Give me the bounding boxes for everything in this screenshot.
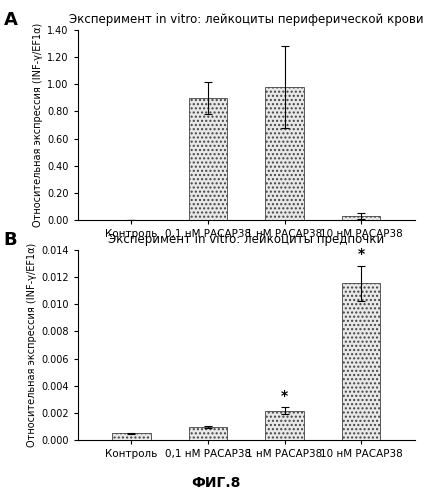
Title: Эксперимент in vitro: лейкоциты периферической крови: Эксперимент in vitro: лейкоциты перифери…	[69, 13, 423, 26]
Bar	[342, 216, 380, 220]
Y-axis label: Относительная экспрессия (INF-γ/EF1α): Относительная экспрессия (INF-γ/EF1α)	[27, 243, 37, 447]
Bar	[189, 98, 227, 220]
Text: *: *	[358, 247, 365, 261]
Text: ФИГ.8: ФИГ.8	[191, 476, 241, 490]
Text: *: *	[281, 388, 288, 402]
Text: A: A	[3, 11, 18, 29]
Bar	[112, 433, 150, 440]
Bar	[189, 427, 227, 440]
Title: Эксперимент in vitro: лейкоциты предпочки: Эксперимент in vitro: лейкоциты предпочк…	[108, 233, 384, 246]
Text: B: B	[3, 231, 17, 249]
Bar	[342, 283, 380, 440]
Bar	[265, 87, 304, 220]
Y-axis label: Относительная экспрессия (INF-γ/EF1α): Относительная экспрессия (INF-γ/EF1α)	[33, 23, 43, 227]
Bar	[265, 411, 304, 440]
